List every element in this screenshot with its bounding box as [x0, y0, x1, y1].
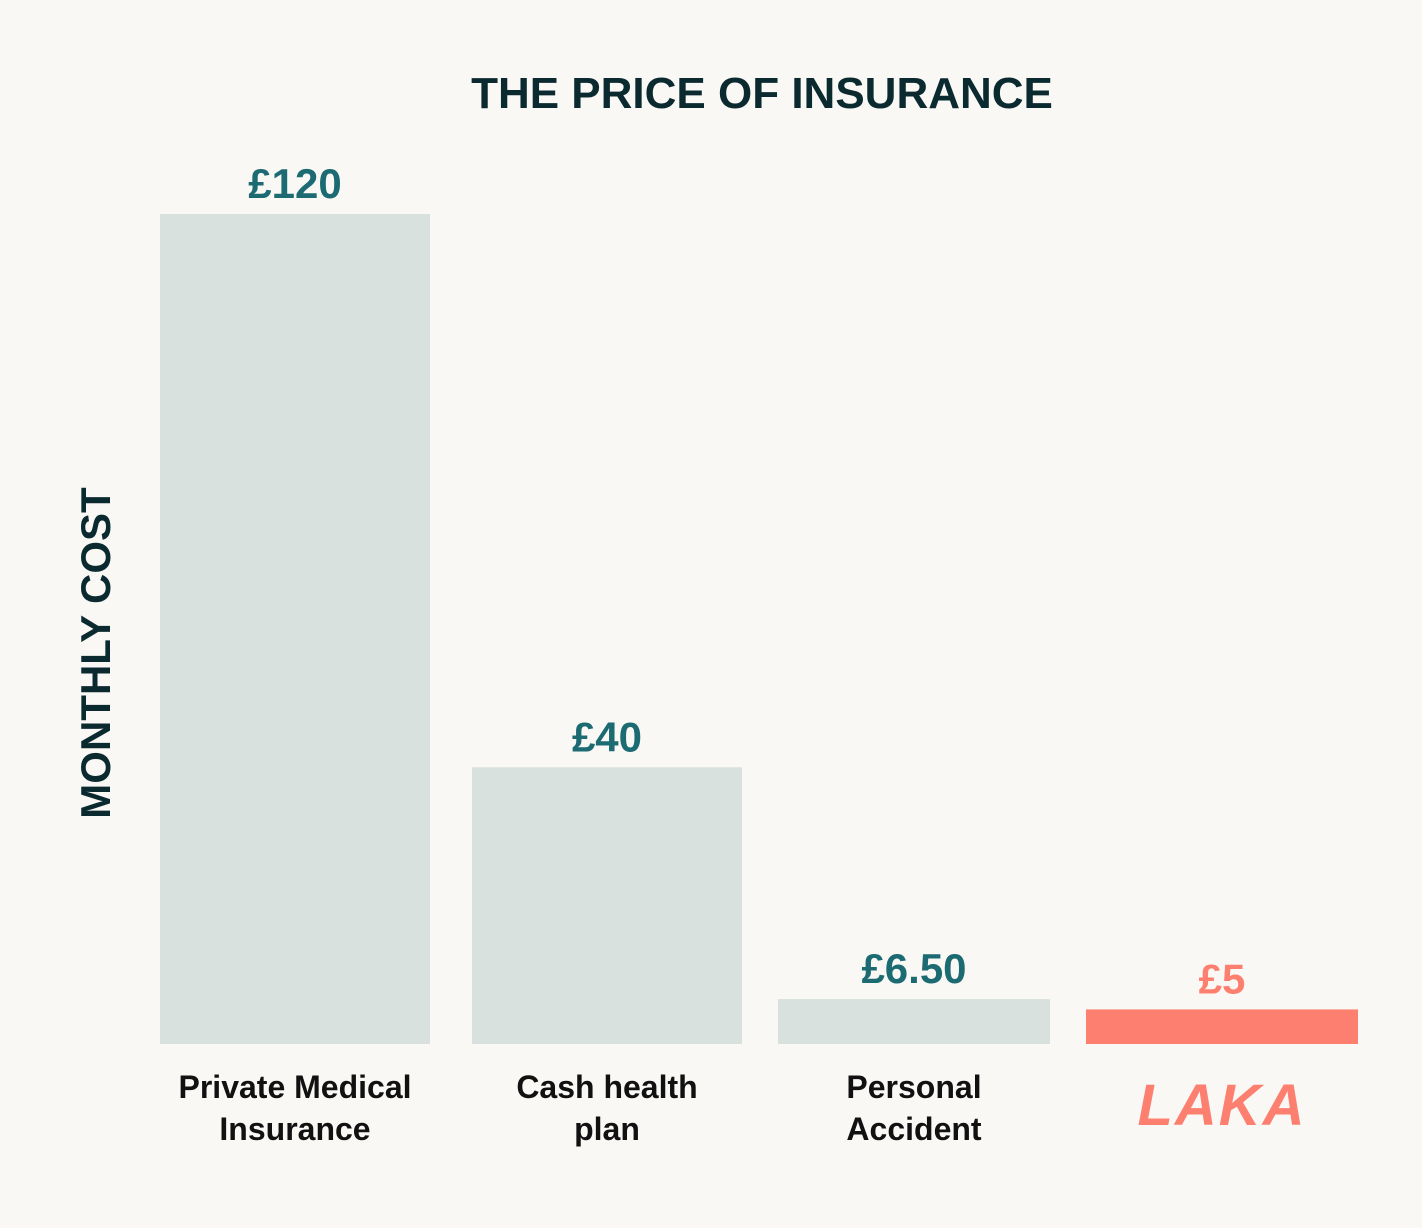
- category-label-1-line-0: Cash health: [516, 1069, 697, 1105]
- bar-0: [160, 214, 430, 1044]
- bar-1: [472, 767, 742, 1044]
- y-axis-label: MONTHLY COST: [72, 487, 119, 819]
- value-label-2: £6.50: [861, 945, 966, 992]
- chart-title: THE PRICE OF INSURANCE: [471, 69, 1053, 118]
- value-label-1: £40: [572, 713, 642, 760]
- category-label-2-line-1: Accident: [846, 1111, 981, 1147]
- category-label-2-line-0: Personal: [846, 1069, 981, 1105]
- value-labels-group: £120 £40 £6.50 £5: [248, 160, 1245, 1002]
- category-label-1-line-1: plan: [574, 1111, 640, 1147]
- laka-logo: LAKA: [1137, 1073, 1306, 1138]
- value-label-0: £120: [248, 160, 341, 207]
- bar-3: [1086, 1009, 1358, 1044]
- category-labels-group: Private Medical Insurance Cash health plan P…: [179, 1069, 1306, 1147]
- category-label-0-line-1: Insurance: [219, 1111, 370, 1147]
- bar-2: [778, 999, 1050, 1044]
- value-label-3: £5: [1199, 955, 1246, 1002]
- category-label-0-line-0: Private Medical: [179, 1069, 412, 1105]
- bars-group: [160, 214, 1358, 1044]
